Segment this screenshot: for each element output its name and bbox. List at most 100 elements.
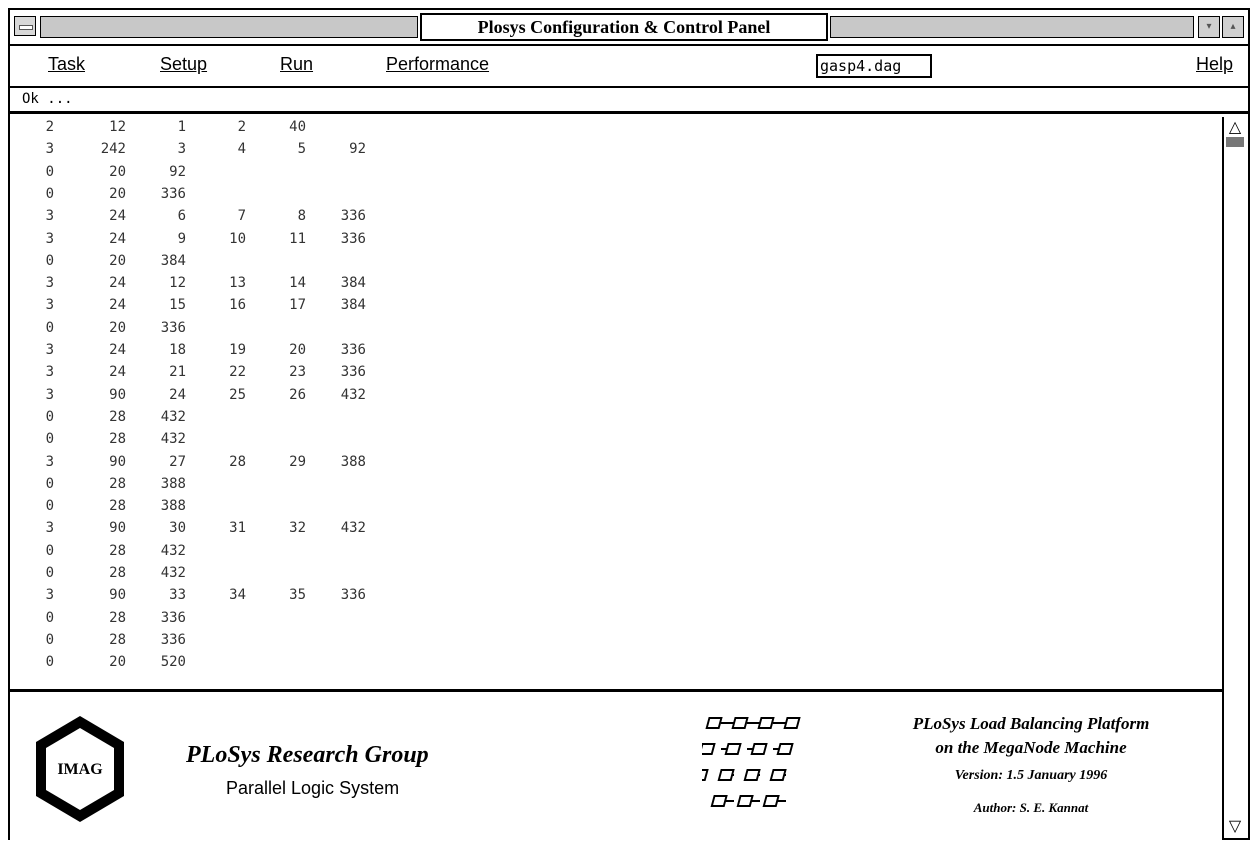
data-cell: 14 xyxy=(289,275,306,292)
data-row: 0 28 432 xyxy=(10,409,430,431)
data-cell: 9 xyxy=(177,230,186,247)
data-cell: 20 xyxy=(109,163,126,180)
data-cell: 3 xyxy=(45,297,54,314)
data-cell: 520 xyxy=(160,654,186,671)
author-line: Author: S. E. Kannat xyxy=(973,800,1089,815)
scroll-up-arrow-icon[interactable]: △ xyxy=(1228,119,1242,136)
data-cell: 13 xyxy=(229,275,246,292)
data-cell: 10 xyxy=(229,230,246,247)
system-menu-icon[interactable] xyxy=(14,16,36,36)
data-cell: 20 xyxy=(109,319,126,336)
data-cell: 1 xyxy=(177,119,186,135)
data-row: 0 20 336 xyxy=(10,186,430,208)
data-cell: 0 xyxy=(45,654,54,671)
data-cell: 34 xyxy=(229,587,246,604)
data-row: 0 28 432 xyxy=(10,431,430,453)
data-cell: 432 xyxy=(160,565,186,581)
data-row: 3 24 21 22 23 336 xyxy=(10,364,430,386)
dag-file-field[interactable]: gasp4.dag xyxy=(816,54,932,78)
data-cell: 336 xyxy=(340,342,366,358)
data-row: 0 28 388 xyxy=(10,476,430,498)
scroll-thumb[interactable] xyxy=(1226,137,1244,147)
data-cell: 20 xyxy=(109,252,126,269)
menu-help[interactable]: Help xyxy=(1196,54,1233,75)
menu-task[interactable]: Task xyxy=(48,54,85,75)
mesh-node xyxy=(702,769,709,781)
data-row: 3 242 3 4 5 92 xyxy=(10,141,430,163)
maximize-icon[interactable]: ▴ xyxy=(1222,16,1244,38)
data-cell: 432 xyxy=(160,431,186,448)
menu-run[interactable]: Run xyxy=(280,54,313,75)
data-cell: 19 xyxy=(229,342,246,358)
data-row: 0 28 336 xyxy=(10,610,430,632)
data-cell: 3 xyxy=(45,587,54,604)
data-cell: 388 xyxy=(340,453,366,470)
data-cell: 12 xyxy=(109,119,126,135)
data-cell: 17 xyxy=(289,297,306,314)
data-row: 3 90 27 28 29 388 xyxy=(10,454,430,476)
data-cell: 29 xyxy=(289,453,306,470)
mesh-node xyxy=(705,717,723,729)
menu-run-label: Run xyxy=(280,54,314,74)
data-cell: 3 xyxy=(177,141,186,158)
scroll-down-arrow-icon[interactable]: ▽ xyxy=(1228,818,1242,835)
data-row: 3 24 6 7 8 336 xyxy=(10,208,430,230)
data-row: 3 24 18 19 20 336 xyxy=(10,342,430,364)
data-cell: 0 xyxy=(45,431,54,448)
data-cell: 0 xyxy=(45,498,54,515)
data-cell: 2 xyxy=(237,119,246,135)
mesh-node xyxy=(783,717,801,729)
vertical-scrollbar[interactable]: △ ▽ xyxy=(1222,117,1248,838)
platform-line-2: on the MegaNode Machine xyxy=(935,738,1127,757)
data-cell: 384 xyxy=(340,275,366,292)
data-cell: 8 xyxy=(297,208,306,225)
data-cell: 432 xyxy=(160,542,186,559)
menu-task-label: Task xyxy=(48,54,86,74)
data-cell: 3 xyxy=(45,453,54,470)
data-cell: 24 xyxy=(109,364,126,381)
data-cell: 28 xyxy=(109,565,126,581)
data-cell: 26 xyxy=(289,386,306,403)
data-cell: 242 xyxy=(100,141,126,158)
data-cell: 432 xyxy=(160,408,186,425)
data-row: 0 20 92 xyxy=(10,164,430,186)
data-cell: 336 xyxy=(340,208,366,225)
mesh-node xyxy=(762,795,780,807)
data-cell: 0 xyxy=(45,252,54,269)
data-row: 3 24 9 10 11 336 xyxy=(10,231,430,253)
dag-data-list[interactable]: 2 12 1 2 40 3 242 3 4 5 92 0 20 92 0 20 336 3 24 6 7 8 336 3 24 9… xyxy=(10,117,1222,689)
group-subtitle: Parallel Logic System xyxy=(226,778,400,798)
menu-setup[interactable]: Setup xyxy=(160,54,207,75)
data-row: 3 90 30 31 32 432 xyxy=(10,520,430,542)
data-cell: 4 xyxy=(237,141,246,158)
platform-title: PLoSys Load Balancing Platform on the Me… xyxy=(856,712,1206,760)
data-cell: 31 xyxy=(229,520,246,537)
data-cell: 90 xyxy=(109,453,126,470)
data-cell: 24 xyxy=(109,275,126,292)
data-row: 0 28 388 xyxy=(10,498,430,520)
data-cell: 28 xyxy=(109,631,126,648)
title-bar[interactable]: Plosys Configuration & Control Panel ▾ ▴ xyxy=(10,10,1248,46)
data-cell: 25 xyxy=(229,386,246,403)
status-line: Ok ... xyxy=(10,88,1248,114)
data-cell: 5 xyxy=(297,141,306,158)
data-cell: 336 xyxy=(340,364,366,381)
data-cell: 35 xyxy=(289,587,306,604)
menu-performance[interactable]: Performance xyxy=(386,54,489,75)
mesh-node xyxy=(710,795,728,807)
data-cell: 30 xyxy=(169,520,186,537)
data-row: 3 90 33 34 35 336 xyxy=(10,587,430,609)
data-cell: 33 xyxy=(169,587,186,604)
data-cell: 3 xyxy=(45,520,54,537)
data-row: 0 28 432 xyxy=(10,565,430,587)
data-cell: 16 xyxy=(229,297,246,314)
data-cell: 384 xyxy=(160,252,186,269)
group-title: PLoSys Research Group xyxy=(186,742,429,768)
data-cell: 384 xyxy=(340,297,366,314)
data-cell: 3 xyxy=(45,141,54,158)
footer-banner: IMAG PLoSys Research Group Parallel Logi… xyxy=(10,689,1222,841)
data-cell: 3 xyxy=(45,364,54,381)
data-cell: 336 xyxy=(340,230,366,247)
minimize-icon[interactable]: ▾ xyxy=(1198,16,1220,38)
main-window: Plosys Configuration & Control Panel ▾ ▴… xyxy=(8,8,1250,841)
